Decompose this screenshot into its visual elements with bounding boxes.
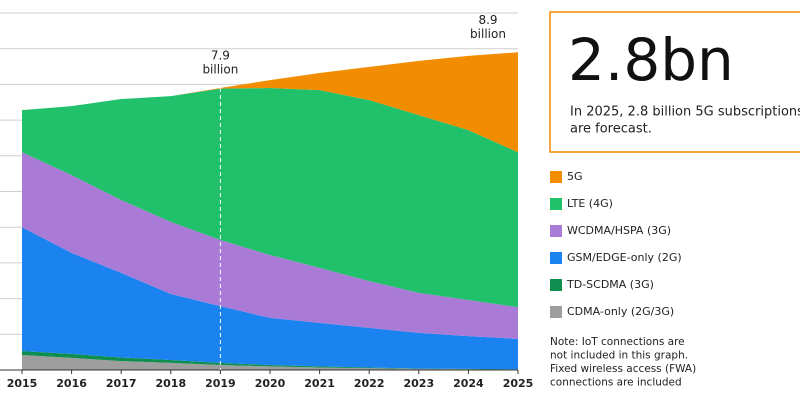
callout-headline: 2.8bn [568, 26, 734, 94]
area [22, 351, 518, 370]
x-tick-label: 2024 [453, 377, 484, 390]
note: connections are included [550, 377, 682, 389]
legend-swatch [550, 252, 562, 264]
note: not included in this graph. [550, 350, 688, 362]
legend-swatch [550, 171, 562, 183]
legend-label: 5G [567, 170, 583, 183]
x-tick-label: 2018 [155, 377, 186, 390]
x-tick-label: 2016 [56, 377, 87, 390]
annotation: 8.9 [478, 13, 497, 27]
legend-swatch [550, 279, 562, 291]
legend-swatch [550, 225, 562, 237]
legend-label: GSM/EDGE-only (2G) [567, 251, 682, 264]
note: Note: IoT connections are [550, 336, 685, 348]
callout-text: In 2025, 2.8 billion 5G subscriptions [570, 105, 800, 120]
area [22, 87, 518, 308]
x-tick-label: 2017 [106, 377, 137, 390]
legend-label: LTE (4G) [567, 197, 613, 210]
annotation: 7.9 [211, 48, 230, 62]
area [22, 227, 518, 370]
x-tick-label: 2020 [255, 377, 286, 390]
x-tick-label: 2025 [503, 377, 534, 390]
callout-border [549, 11, 800, 153]
legend-swatch [550, 306, 562, 318]
area [22, 152, 518, 339]
area [22, 52, 518, 153]
x-tick-label: 2022 [354, 377, 385, 390]
legend-label: CDMA-only (2G/3G) [567, 305, 674, 318]
annotation: billion [470, 27, 506, 41]
annotation: billion [202, 62, 238, 76]
legend-swatch [550, 198, 562, 210]
legend-label: TD-SCDMA (3G) [566, 278, 654, 291]
legend-label: WCDMA/HSPA (3G) [567, 224, 671, 237]
x-tick-label: 2019 [205, 377, 236, 390]
x-tick-label: 2021 [304, 377, 335, 390]
x-tick-label: 2015 [7, 377, 38, 390]
area [22, 355, 518, 370]
x-tick-label: 2023 [403, 377, 434, 390]
callout-text: are forecast. [570, 122, 652, 137]
note: Fixed wireless access (FWA) [550, 363, 696, 375]
